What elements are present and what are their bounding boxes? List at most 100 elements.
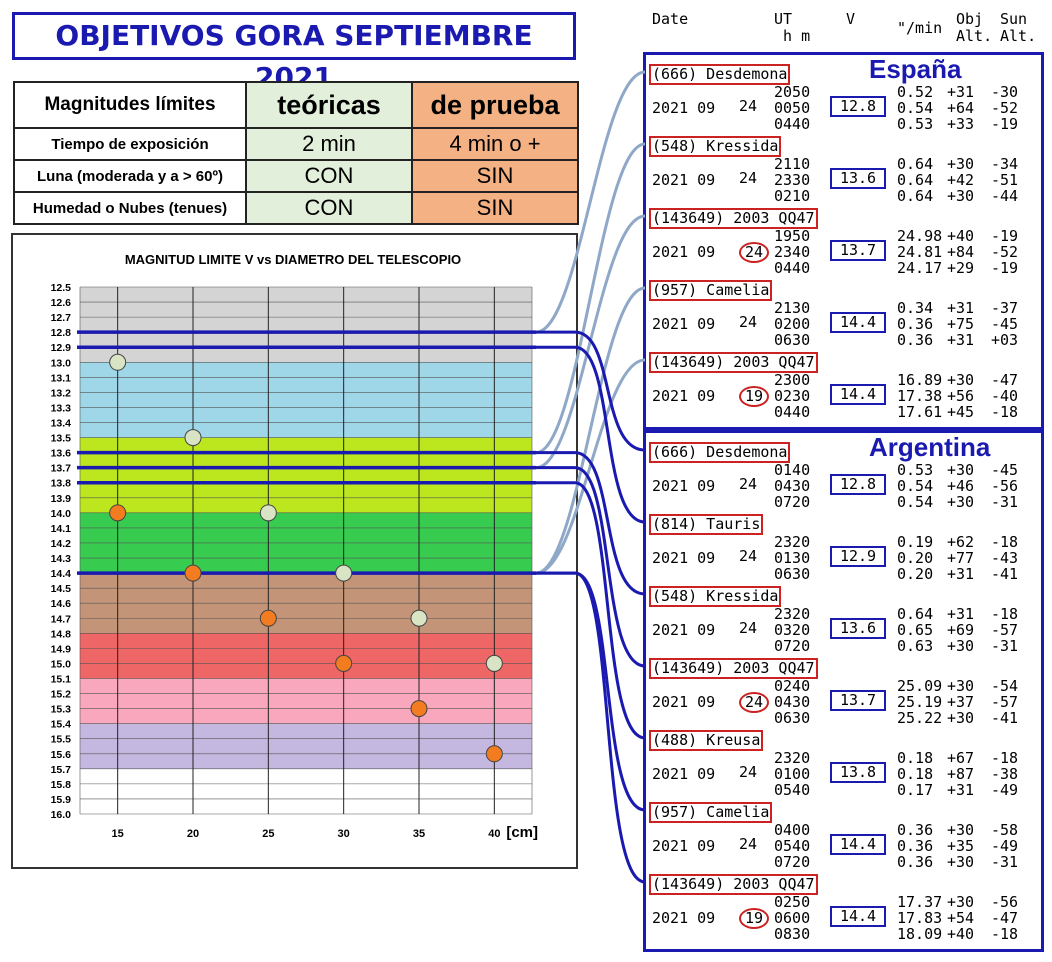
sun-alt: -47	[991, 371, 1019, 389]
obj-alt: +84	[947, 243, 975, 261]
obj-alt: +29	[947, 259, 975, 277]
data-point	[410, 700, 428, 718]
obj-alt: +30	[947, 493, 975, 511]
obj-alt: +67	[947, 749, 975, 767]
ut-time: 2330	[774, 171, 811, 189]
limits-row-label: Luna (moderada y a > 60º)	[13, 159, 247, 193]
obj-alt: +40	[947, 227, 975, 245]
obj-alt: +30	[947, 155, 975, 173]
motion-rate: 0.52	[897, 83, 934, 101]
data-point	[184, 564, 202, 582]
y-tick-label: 15.4	[51, 719, 72, 731]
obj-alt: +30	[947, 677, 975, 695]
obs-day: 19	[739, 386, 769, 407]
ut-time: 0100	[774, 765, 811, 783]
magnitude-band	[80, 633, 532, 679]
limits-header-theoretical: teóricas	[245, 81, 413, 129]
magnitude-v: 13.7	[830, 240, 886, 261]
motion-rate: 17.38	[897, 387, 943, 405]
y-tick-label: 14.6	[51, 598, 72, 610]
motion-rate: 0.19	[897, 533, 934, 551]
limits-row-label: Tiempo de exposición	[13, 127, 247, 161]
motion-rate: 25.19	[897, 693, 943, 711]
obs-day: 24	[739, 313, 758, 331]
obj-alt: +30	[947, 461, 975, 479]
ut-time: 0720	[774, 853, 811, 871]
data-point	[485, 654, 503, 672]
y-tick-label: 13.5	[51, 433, 72, 445]
asteroid-name: (143649) 2003 QQ47	[649, 874, 818, 895]
obj-alt: +75	[947, 315, 975, 333]
limits-header-label: Magnitudes límites	[13, 81, 247, 129]
ut-time: 0050	[774, 99, 811, 117]
y-tick-label: 12.7	[51, 312, 72, 324]
obj-alt: +56	[947, 387, 975, 405]
ut-time: 0320	[774, 621, 811, 639]
x-tick-label: 25	[262, 828, 274, 840]
motion-rate: 0.54	[897, 493, 934, 511]
obs-date: 2021 09	[652, 765, 725, 783]
magnitude-v: 14.4	[830, 312, 886, 333]
motion-rate: 0.36	[897, 837, 934, 855]
obs-date: 2021 09	[652, 621, 725, 639]
limits-row: Tiempo de exposición 2 min 4 min o +	[13, 127, 579, 161]
y-tick-label: 14.1	[51, 523, 72, 535]
sun-alt: -56	[991, 477, 1019, 495]
magnitude-band	[80, 437, 532, 513]
y-tick-label: 14.4	[51, 568, 72, 580]
magnitude-band	[80, 678, 532, 724]
y-tick-label: 15.9	[51, 794, 72, 806]
y-tick-label: 12.5	[51, 282, 72, 294]
ut-time: 2320	[774, 605, 811, 623]
data-point	[109, 353, 127, 371]
motion-rate: 0.20	[897, 549, 934, 567]
asteroid-name: (143649) 2003 QQ47	[649, 352, 818, 373]
obs-date: 2021 09	[652, 243, 725, 261]
obj-alt: +30	[947, 821, 975, 839]
ut-time: 2320	[774, 749, 811, 767]
limits-row: Luna (moderada y a > 60º) CON SIN	[13, 159, 579, 193]
sun-alt: -41	[991, 709, 1019, 727]
obj-alt: +31	[947, 299, 975, 317]
magnitude-band	[80, 723, 532, 769]
obj-alt: +30	[947, 853, 975, 871]
obj-alt: +69	[947, 621, 975, 639]
y-tick-label: 13.9	[51, 493, 72, 505]
sun-alt: -41	[991, 565, 1019, 583]
region-name: Argentina	[869, 432, 991, 462]
ut-time: 0130	[774, 549, 811, 567]
obs-day: 24	[739, 835, 758, 853]
asteroid-name: (548) Kressida	[649, 586, 782, 607]
obs-date: 2021 09	[652, 837, 725, 855]
obj-alt: +31	[947, 83, 975, 101]
page-title: OBJETIVOS GORA SEPTIEMBRE 2021	[12, 12, 576, 94]
sun-alt: -57	[991, 621, 1019, 639]
motion-rate: 17.61	[897, 403, 943, 421]
ut-time: 0720	[774, 637, 811, 655]
sun-alt: -18	[991, 533, 1019, 551]
limits-row-label: Humedad o Nubes (tenues)	[13, 191, 247, 225]
motion-rate: 0.36	[897, 821, 934, 839]
y-tick-label: 15.5	[51, 734, 72, 746]
obj-alt: +30	[947, 371, 975, 389]
y-tick-label: 14.3	[51, 553, 72, 565]
obj-alt: +31	[947, 565, 975, 583]
magnitude-v: 12.8	[830, 474, 886, 495]
magnitude-v: 13.8	[830, 762, 886, 783]
region-panel-1: Argentina (666) Desdemona 2021 09 24 0140 04…	[643, 430, 1044, 952]
sun-alt: -56	[991, 893, 1019, 911]
limits-row: Humedad o Nubes (tenues) CON SIN	[13, 191, 579, 225]
asteroid-name: (488) Kreusa	[649, 730, 764, 751]
ut-time: 1950	[774, 227, 811, 245]
sun-alt: -49	[991, 837, 1019, 855]
sun-alt: -34	[991, 155, 1019, 173]
magnitude-v: 13.6	[830, 168, 886, 189]
ut-time: 0200	[774, 315, 811, 333]
ut-time: 2050	[774, 83, 811, 101]
limits-cell-theoretical: CON	[245, 159, 413, 193]
ut-time: 0540	[774, 837, 811, 855]
ut-time: 0440	[774, 115, 811, 133]
sun-alt: -51	[991, 171, 1019, 189]
obs-date: 2021 09	[652, 549, 725, 567]
sun-alt: +03	[991, 331, 1019, 349]
